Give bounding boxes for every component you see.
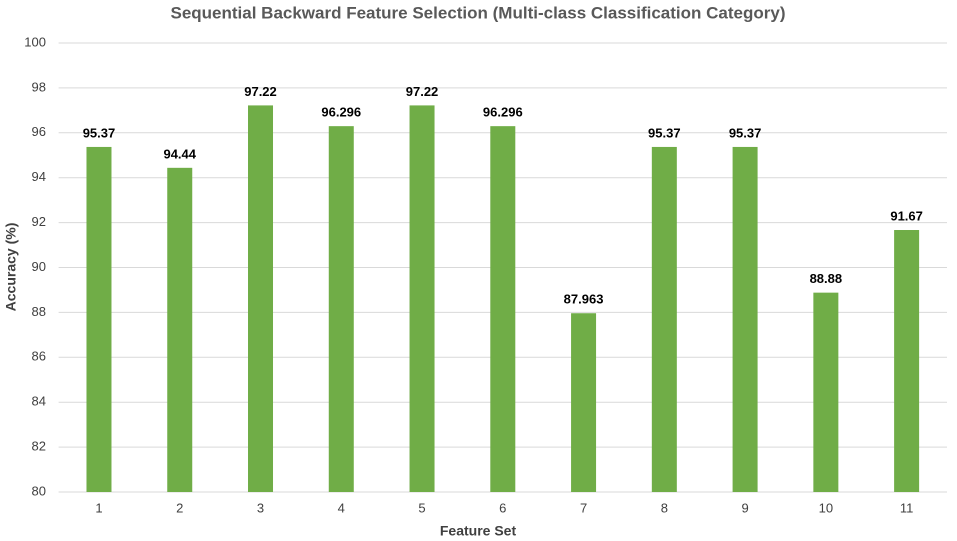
data-label: 91.67 xyxy=(890,208,923,223)
bar xyxy=(409,105,435,492)
data-label: 94.44 xyxy=(163,146,196,161)
y-tick-label: 80 xyxy=(32,483,46,498)
x-tick-label: 9 xyxy=(741,500,748,515)
x-tick-label: 11 xyxy=(900,500,914,515)
x-tick-label: 8 xyxy=(661,500,668,515)
y-tick-label: 98 xyxy=(32,79,46,94)
x-tick-label: 7 xyxy=(580,500,587,515)
x-tick-label: 1 xyxy=(95,500,102,515)
x-tick-label: 6 xyxy=(499,500,506,515)
bar xyxy=(167,167,193,492)
data-label: 96.296 xyxy=(321,105,361,120)
bar xyxy=(86,146,112,493)
bar xyxy=(248,105,274,492)
y-tick-label: 82 xyxy=(32,439,46,454)
y-tick-label: 96 xyxy=(32,124,46,139)
data-label: 95.37 xyxy=(648,125,681,140)
bar xyxy=(490,126,516,493)
y-tick-label: 90 xyxy=(32,259,46,274)
y-tick-label: 86 xyxy=(32,349,46,364)
y-tick-label: 92 xyxy=(32,214,46,229)
bar xyxy=(571,313,597,492)
bar xyxy=(732,146,758,493)
y-axis-title: Accuracy (%) xyxy=(3,223,19,312)
y-tick-label: 88 xyxy=(32,304,46,319)
bar xyxy=(894,230,920,493)
data-label: 95.37 xyxy=(729,125,762,140)
x-tick-label: 2 xyxy=(176,500,183,515)
y-tick-label: 84 xyxy=(32,394,46,409)
x-tick-label: 5 xyxy=(418,500,425,515)
bar xyxy=(328,126,354,493)
data-label: 87.963 xyxy=(564,292,604,307)
x-tick-label: 3 xyxy=(257,500,264,515)
y-tick-label: 100 xyxy=(24,34,46,49)
bar xyxy=(651,146,677,493)
data-label: 96.296 xyxy=(483,105,523,120)
data-label: 95.37 xyxy=(83,125,116,140)
data-label: 97.22 xyxy=(406,84,439,99)
x-tick-label: 4 xyxy=(338,500,345,515)
y-tick-label: 94 xyxy=(32,169,46,184)
x-tick-label: 10 xyxy=(819,500,833,515)
chart-title: Sequential Backward Feature Selection (M… xyxy=(170,3,785,22)
x-axis-title: Feature Set xyxy=(440,523,517,539)
data-label: 88.88 xyxy=(810,271,843,286)
bar xyxy=(813,292,839,492)
data-label: 97.22 xyxy=(244,84,277,99)
